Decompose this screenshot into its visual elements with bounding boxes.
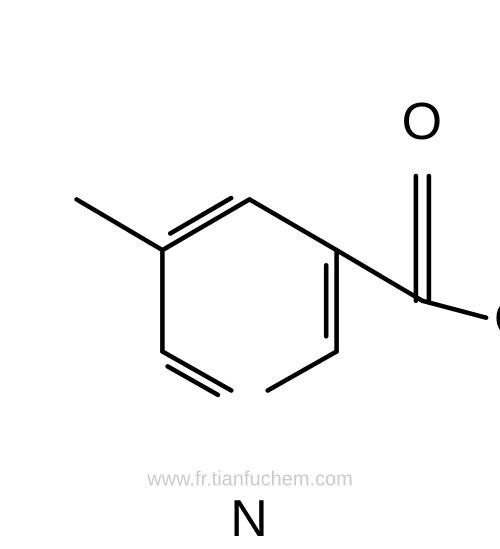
hydroxyl-label: OH: [494, 289, 500, 349]
molecule-diagram: N O OH www.fr.tianfuchem.com: [0, 0, 500, 500]
watermark-text: www.fr.tianfuchem.com: [147, 469, 353, 492]
nitrogen-label: N: [230, 489, 269, 549]
oxygen-carbonyl-label: O: [402, 92, 443, 152]
bond-structure: [0, 0, 500, 500]
